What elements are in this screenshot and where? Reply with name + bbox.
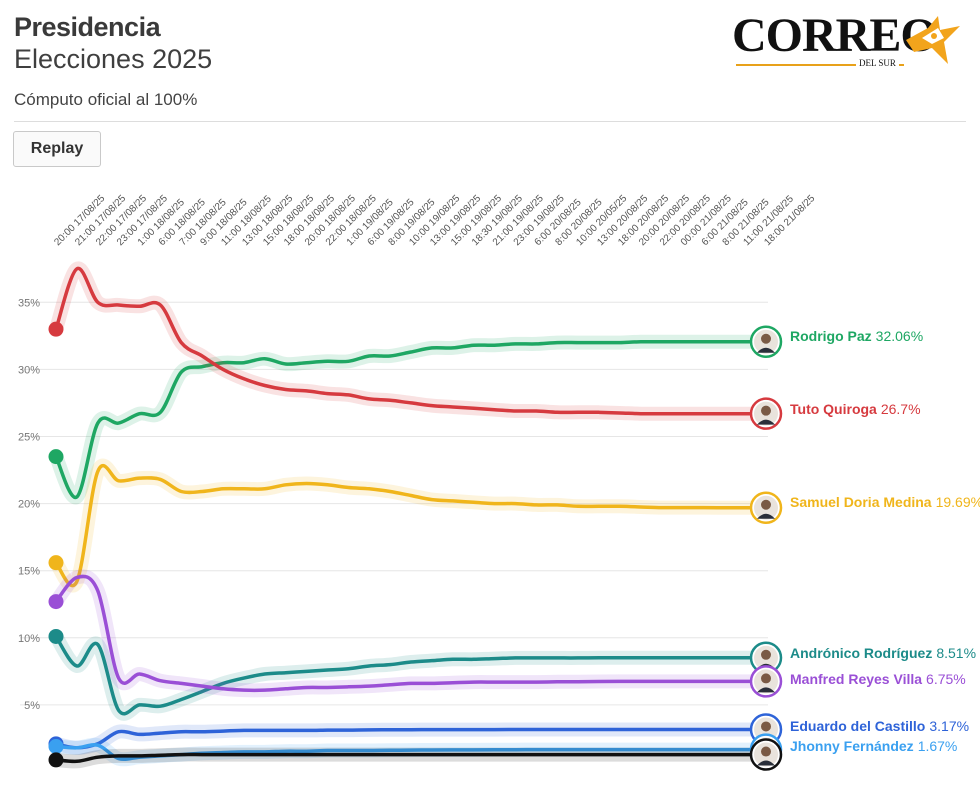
series-start-point <box>48 628 64 644</box>
series-value: 6.75% <box>926 671 966 687</box>
candidate-avatar <box>749 491 783 525</box>
y-tick-label: 10% <box>18 633 40 645</box>
series-line <box>54 266 768 416</box>
y-tick-label: 5% <box>24 700 40 712</box>
logo-subtext: DEL SUR <box>856 58 899 68</box>
series-start-point <box>48 739 64 755</box>
series-end-label: Jhonny Fernández 1.67% <box>790 738 957 754</box>
page-title: Presidencia <box>14 12 161 42</box>
series-end-label: Manfred Reyes Villa 6.75% <box>790 671 966 687</box>
page-subtitle: Elecciones 2025 <box>14 44 213 74</box>
series-start-point <box>48 594 64 610</box>
series-value: 1.67% <box>918 738 958 754</box>
y-tick-label: 30% <box>18 364 40 376</box>
series-name: Tuto Quiroga <box>790 401 877 417</box>
candidate-avatar <box>749 397 783 430</box>
series-name: Andrónico Rodríguez <box>790 645 932 661</box>
series-name: Jhonny Fernández <box>790 738 914 754</box>
series-line <box>54 752 768 764</box>
series-line <box>54 463 768 588</box>
series-value: 26.7% <box>881 401 921 417</box>
series-end-label: Andrónico Rodríguez 8.51% <box>790 645 976 661</box>
series-value: 3.17% <box>929 718 969 734</box>
series-value: 19.69% <box>936 494 980 510</box>
y-tick-label: 20% <box>18 499 40 511</box>
series-start-point <box>48 321 64 337</box>
series-name: Rodrigo Paz <box>790 328 872 344</box>
series-line <box>54 634 768 716</box>
series-start-point <box>48 449 64 465</box>
series-value: 32.06% <box>876 328 923 344</box>
series-name: Samuel Doria Medina <box>790 494 932 510</box>
series-line <box>54 574 768 693</box>
series-end-label: Eduardo del Castillo 3.17% <box>790 718 969 734</box>
series-start-point <box>48 555 64 571</box>
series-halo <box>49 458 773 593</box>
logo-wordmark: CORREO <box>732 9 938 62</box>
series-halo <box>49 569 773 698</box>
series-end-label: Rodrigo Paz 32.06% <box>790 328 923 344</box>
correo-del-sur-logo: CORREO DEL SUR <box>732 10 964 72</box>
series-value: 8.51% <box>936 645 976 661</box>
y-tick-label: 15% <box>18 566 40 578</box>
series-end-label: Samuel Doria Medina 19.69% <box>790 494 980 510</box>
bird-logo-icon <box>906 16 960 64</box>
candidate-avatar <box>749 738 783 771</box>
series-end-label: Tuto Quiroga 26.7% <box>790 401 921 417</box>
series-name: Eduardo del Castillo <box>790 718 925 734</box>
count-caption: Cómputo oficial al 100% <box>14 90 198 109</box>
candidate-avatar <box>749 665 783 698</box>
y-tick-label: 25% <box>18 432 40 444</box>
y-tick-label: 35% <box>18 297 40 309</box>
candidate-avatar <box>749 325 783 359</box>
series-line <box>54 727 768 750</box>
replay-button[interactable]: Replay <box>13 131 101 167</box>
series-start-point <box>48 752 64 768</box>
logo-rule <box>736 64 904 66</box>
series-line <box>54 339 768 499</box>
header-divider <box>14 121 966 122</box>
series-name: Manfred Reyes Villa <box>790 671 922 687</box>
